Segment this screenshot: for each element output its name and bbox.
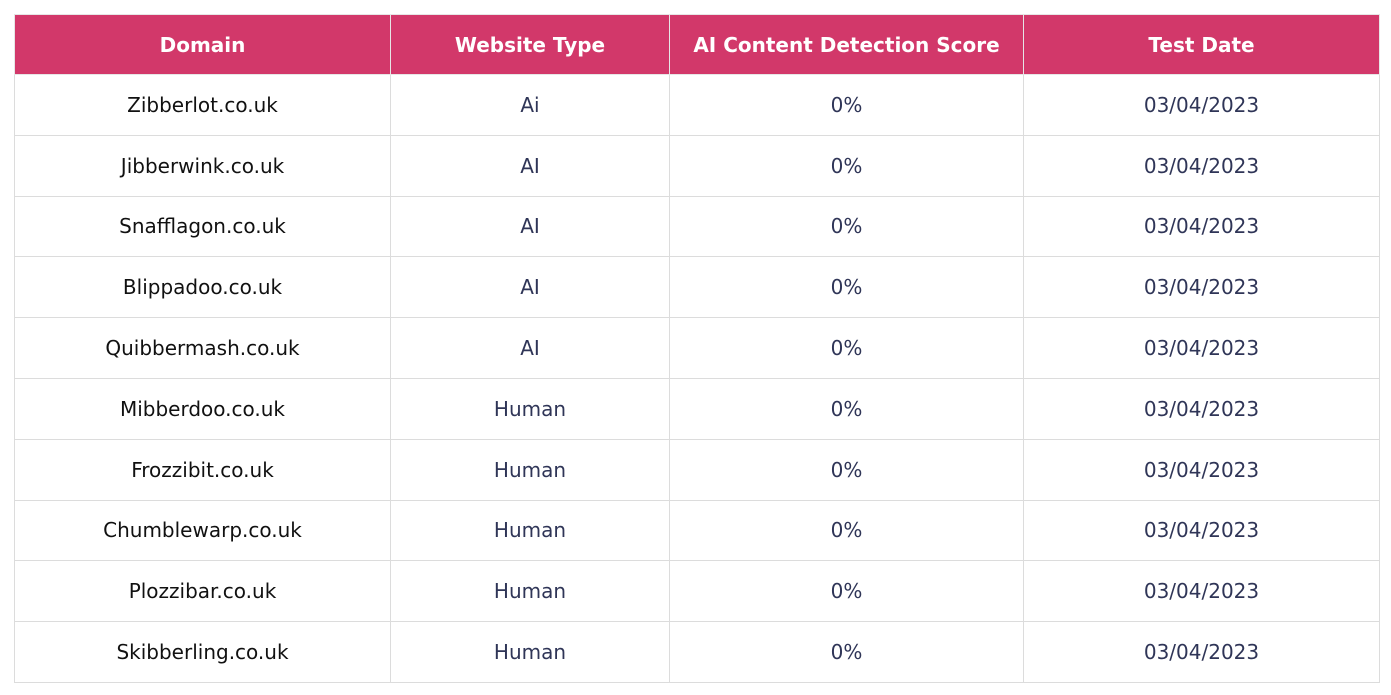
table-cell: Frozzibit.co.uk xyxy=(14,438,391,501)
table-cell: Plozzibar.co.uk xyxy=(14,560,391,623)
table-cell: 03/04/2023 xyxy=(1023,195,1380,258)
table-cell: 03/04/2023 xyxy=(1023,438,1380,501)
table-cell: Ai xyxy=(390,74,670,136)
table-cell: 0% xyxy=(669,560,1024,623)
data-table: Domain Website Type AI Content Detection S… xyxy=(14,14,1380,683)
table-cell: Mibberdoo.co.uk xyxy=(14,377,391,440)
header-row: Domain Website Type AI Content Detection S… xyxy=(14,14,1380,75)
table-cell: 0% xyxy=(669,621,1024,683)
table-cell: 03/04/2023 xyxy=(1023,134,1380,197)
table-row: Blippadoo.co.uk AI 0% 03/04/2023 xyxy=(14,256,1380,319)
table-cell: Human xyxy=(390,377,670,440)
table-cell: 03/04/2023 xyxy=(1023,377,1380,440)
table-cell: Human xyxy=(390,438,670,501)
table-cell: 0% xyxy=(669,377,1024,440)
table-cell: 0% xyxy=(669,195,1024,258)
header-cell: AI Content Detection Score xyxy=(669,14,1024,75)
table-cell: AI xyxy=(390,195,670,258)
table-cell: 0% xyxy=(669,256,1024,319)
table-cell: AI xyxy=(390,317,670,379)
table-cell: 03/04/2023 xyxy=(1023,74,1380,136)
table-cell: 03/04/2023 xyxy=(1023,560,1380,623)
table-row: Chumblewarp.co.uk Human 0% 03/04/2023 xyxy=(14,499,1380,562)
table-cell: AI xyxy=(390,134,670,197)
table-cell: 0% xyxy=(669,438,1024,501)
table-cell: Human xyxy=(390,560,670,623)
table-cell: Human xyxy=(390,621,670,683)
table-row: Jibberwink.co.uk AI 0% 03/04/2023 xyxy=(14,134,1380,197)
table-cell: 03/04/2023 xyxy=(1023,621,1380,683)
table-cell: 0% xyxy=(669,317,1024,379)
table-cell: AI xyxy=(390,256,670,319)
table-row: Snafflagon.co.uk AI 0% 03/04/2023 xyxy=(14,195,1380,258)
table-row: Frozzibit.co.uk Human 0% 03/04/2023 xyxy=(14,438,1380,501)
header-cell: Domain xyxy=(14,14,391,75)
table-cell: 03/04/2023 xyxy=(1023,499,1380,562)
table-row: Zibberlot.co.uk Ai 0% 03/04/2023 xyxy=(14,74,1380,136)
table-row: Quibbermash.co.uk AI 0% 03/04/2023 xyxy=(14,317,1380,379)
table-cell: Jibberwink.co.uk xyxy=(14,134,391,197)
table-cell: Chumblewarp.co.uk xyxy=(14,499,391,562)
table-row: Mibberdoo.co.uk Human 0% 03/04/2023 xyxy=(14,377,1380,440)
table-cell: Skibberling.co.uk xyxy=(14,621,391,683)
header-cell: Test Date xyxy=(1023,14,1380,75)
table-cell: 0% xyxy=(669,134,1024,197)
table-cell: Blippadoo.co.uk xyxy=(14,256,391,319)
table-row: Plozzibar.co.uk Human 0% 03/04/2023 xyxy=(14,560,1380,623)
table-cell: 0% xyxy=(669,499,1024,562)
header-cell: Website Type xyxy=(390,14,670,75)
table-cell: Zibberlot.co.uk xyxy=(14,74,391,136)
table-cell: 03/04/2023 xyxy=(1023,256,1380,319)
table-cell: 03/04/2023 xyxy=(1023,317,1380,379)
table-cell: 0% xyxy=(669,74,1024,136)
table-cell: Quibbermash.co.uk xyxy=(14,317,391,379)
table-cell: Human xyxy=(390,499,670,562)
table-cell: Snafflagon.co.uk xyxy=(14,195,391,258)
table-body: Zibberlot.co.uk Ai 0% 03/04/2023 Jibberwink.… xyxy=(14,74,1380,683)
table-row: Skibberling.co.uk Human 0% 03/04/2023 xyxy=(14,621,1380,683)
